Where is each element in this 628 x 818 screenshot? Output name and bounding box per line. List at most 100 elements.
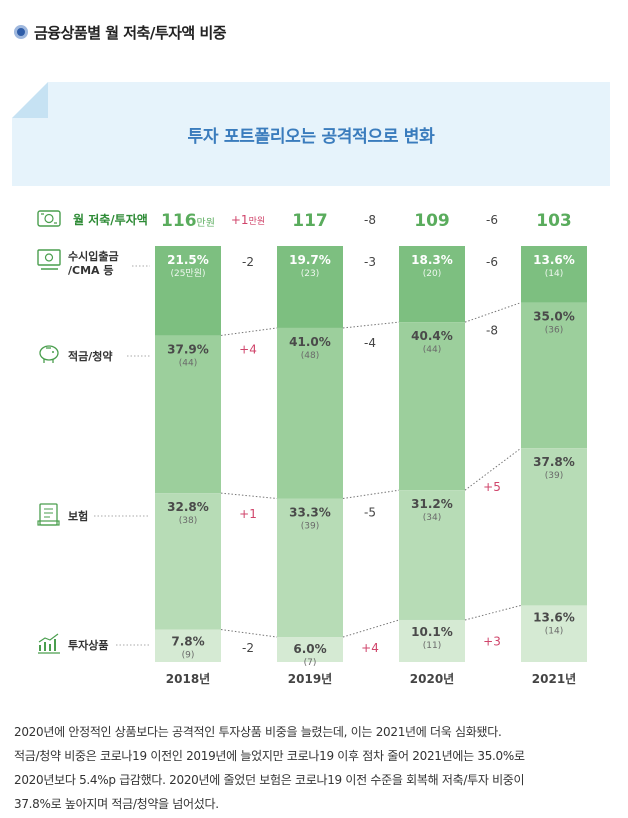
change-label: -2 — [242, 255, 254, 269]
bar-insurance — [155, 493, 221, 630]
connector-line — [464, 604, 522, 621]
bar-savings — [399, 322, 465, 491]
segment-amount-label: (14) — [545, 626, 563, 636]
change-label: +4 — [361, 641, 379, 655]
segment-amount-label: (36) — [545, 326, 563, 336]
bar-cash — [521, 246, 587, 303]
bar-invest — [399, 619, 465, 662]
description-line: 2020년보다 5.4%p 급감했다. 2020년에 줄었던 보험은 코로나19… — [14, 773, 525, 787]
bar-insurance — [399, 490, 465, 620]
segment-percent-label: 19.7% — [289, 253, 331, 267]
connector-line — [342, 321, 400, 329]
connector-line — [464, 302, 522, 323]
money-envelope-icon — [37, 210, 61, 227]
category-label: 2018년 — [166, 672, 210, 686]
segment-amount-label: (44) — [423, 345, 441, 355]
bar-invest — [521, 605, 587, 662]
total-change-label: -6 — [486, 213, 498, 227]
banner-fold-corner — [12, 82, 48, 118]
change-label: -3 — [364, 255, 376, 269]
bar-savings — [155, 335, 221, 494]
segment-amount-label: (44) — [179, 358, 197, 368]
total-unit: 만원 — [197, 217, 215, 229]
connector-line — [220, 327, 278, 336]
connector-line — [342, 619, 400, 638]
change-label: -5 — [364, 505, 376, 519]
connector-line — [220, 629, 278, 638]
total-change-unit: 만원 — [249, 216, 266, 227]
legend-label: /CMA 등 — [68, 264, 114, 277]
description-line: 2020년에 안정적인 상품보다는 공격적인 투자상품 비중을 늘렸는데, 이는… — [14, 725, 502, 739]
segment-percent-label: 31.2% — [411, 497, 453, 511]
headline-text: 투자 포트폴리오는 공격적으로 변화 — [187, 126, 435, 147]
totals-row-label: 월 저축/투자액 — [73, 212, 148, 227]
document-icon — [37, 503, 60, 526]
description: 2020년에 안정적인 상품보다는 공격적인 투자상품 비중을 늘렸는데, 이는… — [14, 720, 618, 816]
legend-label: 보험 — [68, 509, 88, 523]
bar-savings — [521, 302, 587, 449]
change-label: +3 — [483, 634, 501, 648]
category-label: 2020년 — [410, 672, 454, 686]
segment-amount-label: (34) — [423, 513, 441, 523]
change-label: +4 — [239, 343, 257, 357]
segment-percent-label: 18.3% — [411, 253, 453, 267]
segment-percent-label: 35.0% — [533, 310, 575, 324]
segment-percent-label: 13.6% — [533, 610, 575, 624]
segment-amount-label: (48) — [301, 351, 319, 361]
segment-amount-label: (20) — [423, 269, 441, 279]
segment-amount-label: (23) — [301, 269, 319, 279]
bar-insurance — [277, 498, 343, 638]
cash-icon — [37, 249, 61, 270]
segment-percent-label: 13.6% — [533, 253, 575, 267]
connector-line — [342, 489, 400, 500]
segment-percent-label: 40.4% — [411, 329, 453, 343]
bar-cash — [155, 246, 221, 336]
legend-label: 수시입출금 — [68, 249, 119, 263]
segment-percent-label: 33.3% — [289, 506, 331, 520]
connector-line — [464, 447, 522, 491]
bar-invest — [155, 629, 221, 662]
change-label: -8 — [486, 323, 498, 337]
section-header: 금융상품별 월 저축/투자액 비중 — [14, 20, 227, 44]
segment-amount-label: (25만원) — [170, 268, 205, 279]
legend-label: 투자상품 — [68, 638, 108, 652]
segment-percent-label: 41.0% — [289, 335, 331, 349]
bar-cash — [277, 246, 343, 328]
growth-chart-icon — [38, 633, 60, 654]
legend-label: 적금/청약 — [68, 349, 113, 363]
segment-amount-label: (39) — [545, 471, 563, 481]
segment-percent-label: 21.5% — [167, 253, 209, 267]
segment-percent-label: 6.0% — [293, 642, 326, 656]
segment-amount-label: (39) — [301, 522, 319, 532]
stacked-bar-chart: 21.5%(25만원) -2 19.7% (23) -3 18.3% (20) -6 13.6%… — [37, 210, 587, 686]
segment-percent-label: 37.8% — [533, 455, 575, 469]
segment-amount-label: (11) — [423, 641, 441, 651]
change-label: -4 — [364, 336, 376, 350]
segment-amount-label: (9) — [182, 651, 195, 661]
description-line: 적금/청약 비중은 코로나19 이전인 2019년에 늘었지만 코로나19 이후… — [14, 749, 525, 763]
change-label: +1 — [239, 507, 257, 521]
bar-savings — [277, 327, 343, 499]
change-label: -2 — [242, 641, 254, 655]
total-value: 117 — [292, 211, 328, 231]
bar-invest — [277, 637, 343, 662]
piggy-bank-icon — [39, 345, 59, 363]
segment-percent-label: 37.9% — [167, 342, 209, 356]
connector-line — [220, 492, 278, 500]
total-value: 109 — [414, 211, 450, 231]
segment-amount-label: (14) — [545, 269, 563, 279]
section-title: 금융상품별 월 저축/투자액 비중 — [34, 23, 227, 42]
total-value: 116만원 — [161, 211, 215, 231]
category-label: 2021년 — [532, 672, 576, 686]
description-line: 37.8%로 높아지며 적금/청약을 넘어섰다. — [14, 797, 219, 811]
segment-amount-label: (7) — [304, 658, 317, 668]
total-value: 103 — [536, 211, 572, 231]
bar-cash — [399, 246, 465, 323]
bullet-circle-icon — [14, 25, 28, 39]
bar-insurance — [521, 448, 587, 606]
segment-percent-label: 10.1% — [411, 625, 453, 639]
segment-percent-label: 7.8% — [171, 635, 204, 649]
segment-amount-label: (38) — [179, 516, 197, 526]
total-change-label: +1만원 — [231, 213, 265, 227]
change-label: -6 — [486, 255, 498, 269]
